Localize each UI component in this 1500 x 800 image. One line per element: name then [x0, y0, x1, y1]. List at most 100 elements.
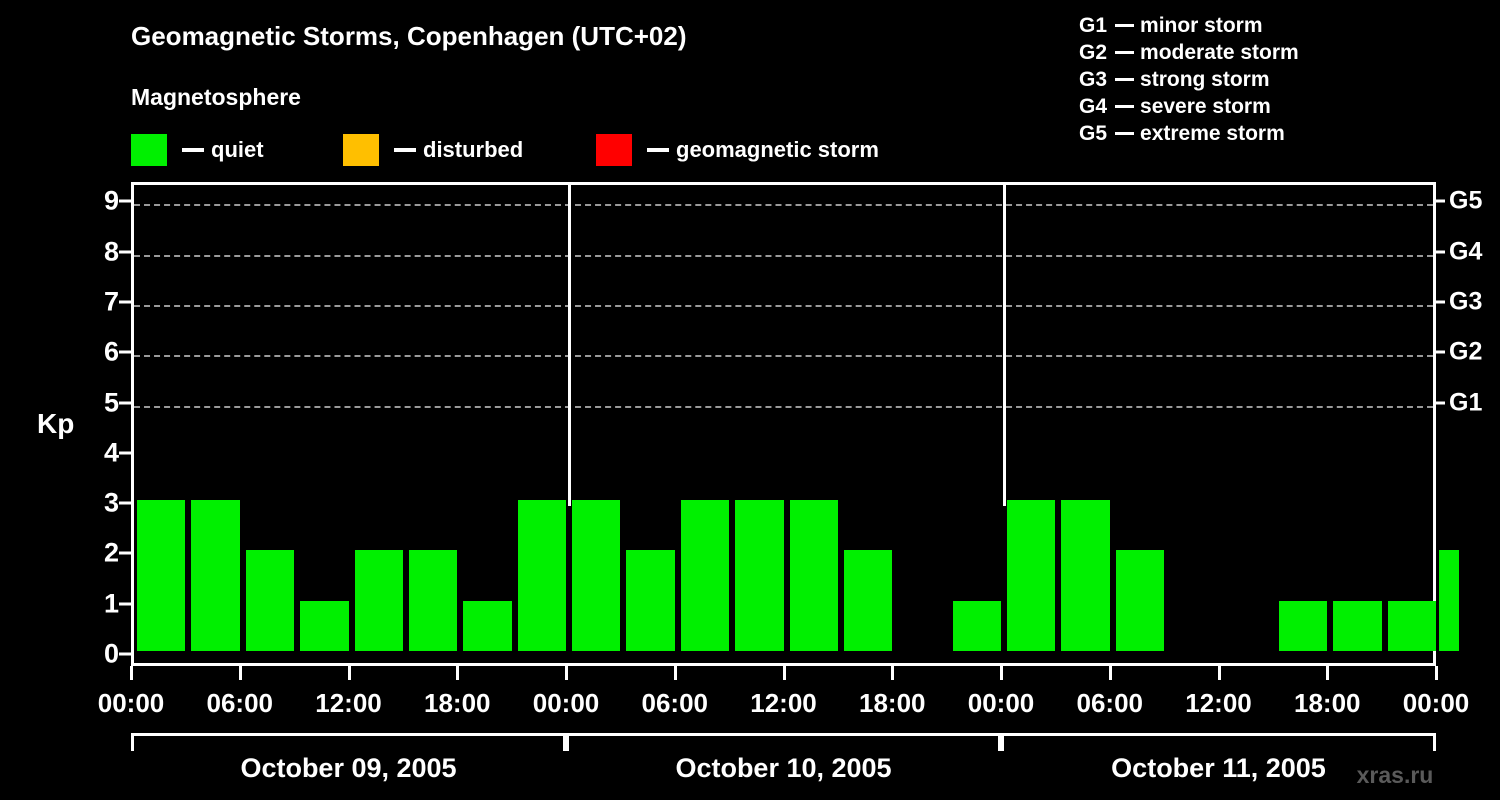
bar — [408, 550, 458, 651]
bar — [1439, 550, 1459, 651]
day-bracket — [566, 733, 1001, 751]
y-tick-label-1: 1 — [103, 588, 119, 619]
x-tick-mark — [782, 666, 786, 680]
g-axis-label-G2: G2 — [1449, 337, 1483, 366]
quiet-swatch — [131, 134, 167, 166]
y-axis-title: Kp — [37, 408, 75, 439]
gscale-description: moderate storm — [1140, 40, 1299, 64]
gscale-legend: G1 minor storm G2 moderate storm G3 strong st… — [1079, 12, 1299, 147]
legend-label: quiet — [211, 137, 264, 162]
x-tick-label: 18:00 — [1294, 688, 1361, 718]
magnetosphere-label: Magnetosphere — [131, 84, 301, 110]
gscale-description: strong storm — [1140, 67, 1270, 91]
bar — [245, 550, 295, 651]
bar — [626, 550, 675, 651]
x-tick-mark — [1435, 666, 1438, 680]
x-tick-mark — [456, 666, 460, 680]
x-tick-mark — [1326, 666, 1330, 680]
y-tick-label-5: 5 — [103, 387, 119, 417]
y-tick-mark — [119, 602, 131, 606]
y-tick-mark — [119, 551, 131, 555]
g-axis-label-G3: G3 — [1449, 287, 1483, 316]
x-tick-label: 00:00 — [1402, 688, 1470, 718]
day-bracket — [131, 733, 566, 751]
x-tick-mark — [347, 666, 351, 680]
bar — [1115, 550, 1165, 651]
bar — [1278, 600, 1328, 651]
gscale-dash-icon — [1115, 132, 1135, 135]
x-tick-mark — [891, 666, 895, 680]
legend-entry: quiet — [131, 132, 264, 168]
x-tick-label: 12:00 — [1185, 688, 1252, 718]
gridline-kp-9 — [134, 204, 1433, 207]
gscale-code: G3 — [1079, 67, 1108, 91]
bar — [300, 600, 349, 651]
bar — [191, 500, 240, 651]
gscale-description: severe storm — [1140, 94, 1271, 118]
y-tick-mark — [119, 451, 131, 455]
gridline-kp-7 — [134, 304, 1433, 307]
g-tick-mark — [1433, 199, 1445, 203]
y-tick-label-0: 0 — [103, 638, 119, 669]
gscale-code: G1 — [1079, 13, 1108, 37]
gscale-legend-row: G4 severe storm — [1079, 93, 1299, 120]
bar — [789, 500, 838, 651]
legend-dash-icon — [647, 148, 669, 152]
bar — [680, 500, 730, 651]
gscale-legend-row: G3 strong storm — [1079, 66, 1299, 93]
y-tick-label-6: 6 — [103, 336, 119, 367]
x-tick-mark — [1000, 666, 1003, 680]
gscale-dash-icon — [1115, 78, 1135, 81]
bar — [735, 500, 784, 651]
y-tick-mark — [119, 501, 131, 505]
legend-label: geomagnetic storm — [676, 137, 879, 162]
g-axis-label-G1: G1 — [1449, 388, 1483, 416]
y-tick-label-3: 3 — [103, 487, 119, 518]
x-tick-label: 18:00 — [424, 688, 491, 718]
x-tick-mark — [565, 666, 568, 680]
bar — [354, 550, 403, 651]
g-tick-mark — [1433, 250, 1445, 254]
y-tick-mark — [119, 350, 131, 354]
x-tick-label: 12:00 — [750, 688, 817, 718]
x-tick-label: 18:00 — [859, 688, 926, 718]
gscale-legend-row: G5 extreme storm — [1079, 120, 1299, 147]
bar — [517, 500, 566, 651]
bar — [843, 550, 893, 651]
x-tick-mark — [1108, 666, 1112, 680]
y-tick-label-4: 4 — [103, 437, 119, 468]
gscale-description: extreme storm — [1140, 121, 1285, 145]
gscale-dash-icon — [1115, 105, 1135, 108]
day-label: October 09, 2005 — [240, 753, 457, 783]
gscale-legend-row: G2 moderate storm — [1079, 39, 1299, 66]
g-tick-mark — [1433, 300, 1445, 304]
x-tick-label: 00:00 — [967, 688, 1035, 718]
day-separator — [568, 185, 571, 507]
g-axis-label-G4: G4 — [1449, 237, 1483, 266]
y-tick-mark — [119, 250, 131, 254]
legend-entry: disturbed — [343, 132, 523, 168]
x-tick-mark — [130, 666, 133, 680]
bar — [572, 500, 621, 651]
bar — [1007, 500, 1056, 651]
day-label: October 11, 2005 — [1111, 753, 1326, 783]
bar — [952, 600, 1001, 651]
legend-dash-icon — [394, 148, 416, 152]
plot-canvas — [134, 185, 1459, 663]
day-label: October 10, 2005 — [675, 753, 892, 783]
legend-label: disturbed — [423, 137, 524, 162]
y-tick-label-8: 8 — [103, 236, 119, 267]
gridline-kp-5 — [134, 405, 1433, 408]
x-tick-mark — [1217, 666, 1221, 680]
gridline-kp-6 — [134, 355, 1433, 358]
x-tick-label: 06:00 — [206, 688, 274, 718]
x-tick-label: 06:00 — [641, 688, 709, 718]
y-tick-mark — [119, 300, 131, 304]
x-tick-mark — [673, 666, 677, 680]
bar — [1387, 600, 1436, 651]
bar — [1333, 600, 1382, 651]
gscale-code: G2 — [1079, 40, 1108, 64]
x-tick-label: 00:00 — [532, 688, 600, 718]
y-tick-mark — [119, 199, 131, 203]
